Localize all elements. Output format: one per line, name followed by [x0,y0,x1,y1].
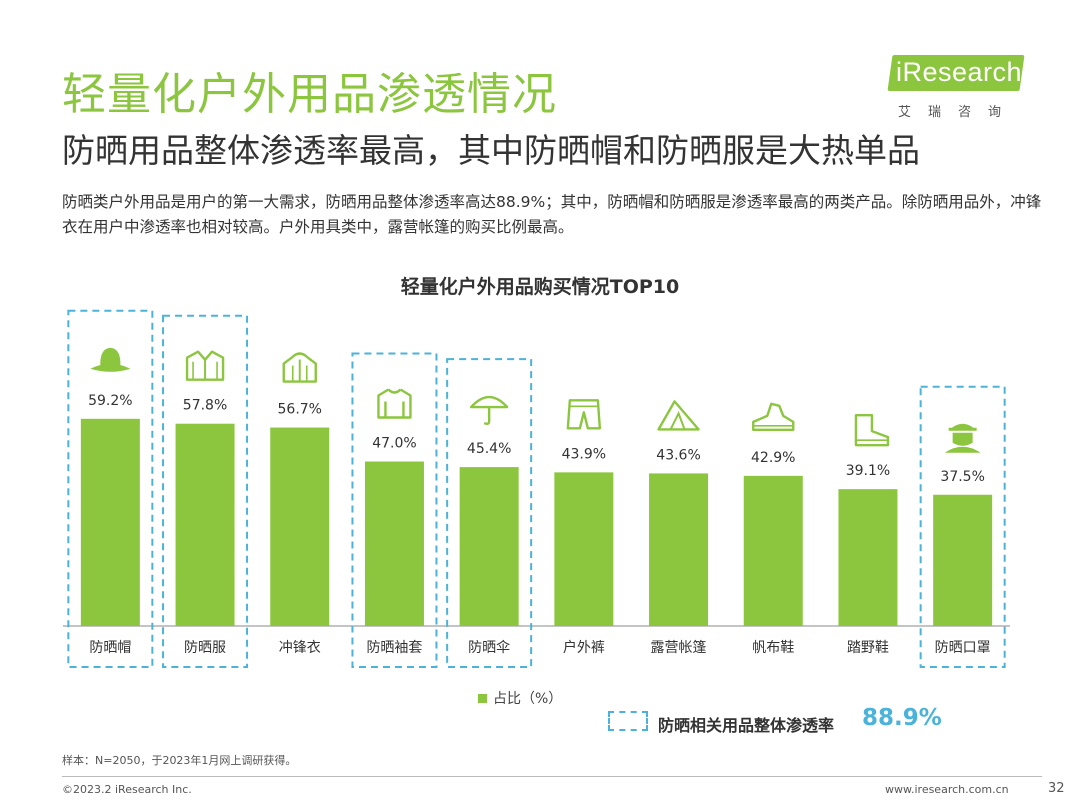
page-title: 轻量化户外用品渗透情况 [62,69,557,120]
highlight-box [162,314,249,668]
bar-value-label: 43.9% [562,446,606,462]
bar [80,418,140,626]
chart-legend: 占比（%） [478,688,562,708]
category-label: 防晒口罩 [935,640,991,656]
boot-icon [854,413,890,447]
tent-icon [657,400,700,431]
mask-icon [944,423,981,453]
bar-value-label: 57.8% [183,398,227,414]
bar [649,473,709,626]
highlight-box [67,309,154,668]
hat-icon [90,347,131,372]
bar [933,494,993,626]
logo-text: iResearch [896,57,1023,87]
bar [743,475,803,626]
category-label: 防晒帽 [89,640,131,656]
bar-value-label: 39.1% [846,463,890,479]
category-label: 冲锋衣 [279,640,321,656]
category-label: 露营帐篷 [651,640,707,656]
bar-value-label: 59.2% [88,393,132,409]
copyright-text: ©2023.2 iResearch Inc. [62,783,192,796]
description-text: 防晒类户外用品是用户的第一大需求，防晒用品整体渗透率高达88.9%；其中，防晒帽… [62,193,1042,236]
legend-label: 占比（%） [493,691,563,707]
category-label: 防晒服 [184,640,226,656]
penetration-label: 防晒相关用品整体渗透率 [658,716,835,735]
penetration-dashed-key [608,711,648,731]
category-label: 户外裤 [563,639,605,656]
legend-swatch [478,693,487,703]
bar [554,472,614,626]
highlight-box [351,352,438,668]
bar-value-label: 45.4% [467,441,511,457]
category-label: 防晒伞 [468,639,510,656]
sneaker-icon [752,402,795,432]
bar [270,427,330,626]
bar-value-label: 56.7% [278,402,322,418]
website-link[interactable]: www.iresearch.com.cn [885,783,1009,796]
jacket-icon [185,350,225,381]
iresearch-logo: iResearch 艾瑞咨询 [887,55,1030,125]
pants-icon [566,399,602,430]
logo-subtext: 艾瑞咨询 [898,105,1019,120]
bar-value-label: 42.9% [751,450,795,466]
bar-value-label: 37.5% [940,469,984,485]
sleeve-icon [377,388,412,419]
category-label: 防晒袖套 [366,640,422,656]
sample-note: 样本：N=2050，于2023年1月网上调研获得。 [62,754,297,767]
penetration-value: 88.9% [862,705,942,731]
page-subtitle: 防晒用品整体渗透率最高，其中防晒帽和防晒服是大热单品 [62,131,920,170]
highlight-box [446,358,533,668]
chart-title: 轻量化户外用品购买情况TOP10 [400,276,680,298]
highlight-box [919,385,1006,668]
page-number: 32 [1048,781,1065,796]
bar-value-label: 47.0% [372,436,416,452]
raincoat-icon [282,352,317,383]
bar [364,461,424,626]
bar [175,423,235,626]
bar [838,489,898,626]
bar [459,467,519,626]
bar-value-label: 43.6% [656,447,700,463]
footer-divider [62,776,1042,777]
category-label: 帆布鞋 [752,640,794,656]
category-label: 踏野鞋 [847,640,889,656]
umbrella-icon [469,395,509,425]
